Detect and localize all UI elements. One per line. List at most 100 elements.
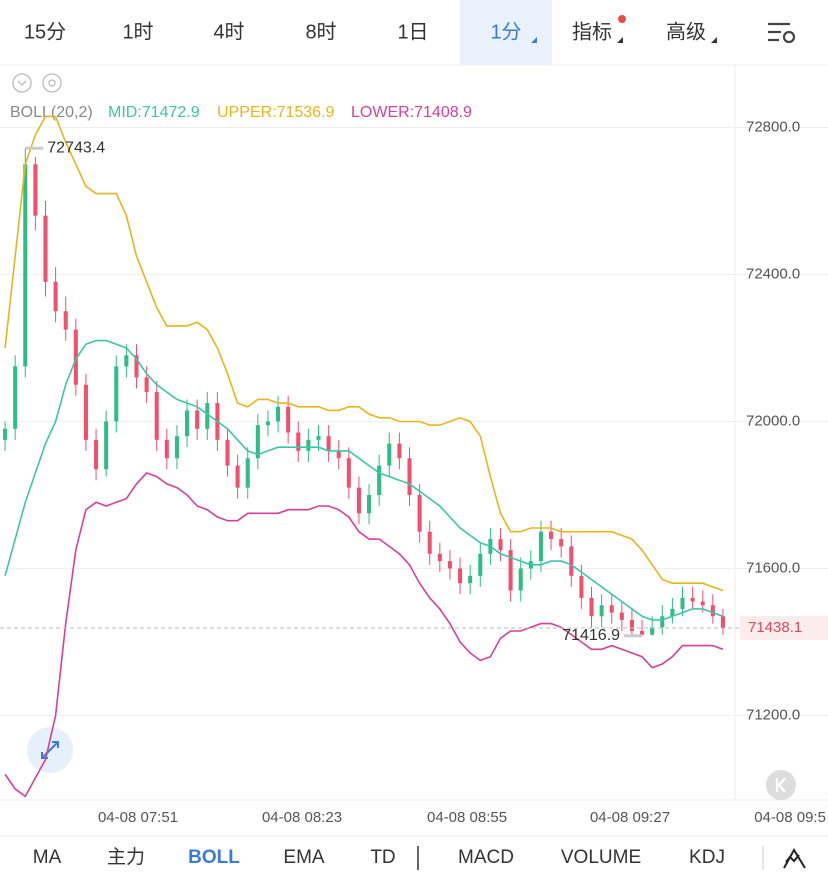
- candle-body: [124, 355, 129, 367]
- candle-body: [468, 575, 473, 584]
- y-tick-label: 72800.0: [746, 118, 800, 135]
- x-tick-label: 04-08 08:55: [427, 809, 507, 826]
- candle-body: [63, 311, 68, 330]
- candle-body: [377, 465, 382, 495]
- expand-button[interactable]: [27, 727, 73, 773]
- y-tick-label: 71200.0: [746, 706, 800, 723]
- top-tab[interactable]: 1时: [122, 20, 153, 43]
- x-tick-label: 04-08 09:27: [590, 809, 670, 826]
- candle-body: [23, 164, 28, 367]
- candle-body: [640, 630, 645, 635]
- candle-body: [73, 329, 78, 385]
- candle-body: [427, 531, 432, 554]
- candle-body: [336, 450, 341, 459]
- candle-body: [680, 597, 685, 609]
- candle-body: [700, 601, 705, 606]
- candle-body: [195, 410, 200, 429]
- x-tick-label: 04-08 09:5: [754, 809, 826, 826]
- candle-body: [296, 432, 301, 451]
- indicator-tab[interactable]: KDJ: [689, 847, 725, 868]
- candle-body: [255, 425, 260, 459]
- candle-body: [235, 465, 240, 488]
- candle-body: [43, 215, 48, 282]
- candle-body: [104, 421, 109, 470]
- y-tick-label: 72400.0: [746, 265, 800, 282]
- chart-tools[interactable]: [12, 73, 62, 93]
- settings-icon[interactable]: [768, 22, 796, 44]
- indicator-tab[interactable]: TD: [370, 847, 395, 868]
- last-price-label: 71438.1: [748, 619, 802, 636]
- candle-body: [690, 597, 695, 602]
- candle-body: [174, 436, 179, 459]
- indicator-tab[interactable]: MA: [33, 847, 62, 868]
- top-tab[interactable]: 15分: [24, 20, 66, 43]
- candle-body: [326, 436, 331, 451]
- dropdown-arrow: [711, 37, 717, 43]
- legend-upper: UPPER:71536.9: [217, 104, 335, 121]
- candle-body: [720, 616, 725, 628]
- indicator-tab[interactable]: 主力: [107, 846, 145, 868]
- draw-tool-icon[interactable]: [783, 848, 806, 869]
- candle-body: [134, 355, 139, 378]
- top-tab[interactable]: 8时: [305, 20, 336, 43]
- candle-body: [407, 458, 412, 495]
- candle-body: [579, 575, 584, 598]
- top-tab[interactable]: 4时: [213, 20, 244, 43]
- candle-body: [185, 410, 190, 437]
- top-tab[interactable]: 1分: [490, 20, 521, 43]
- candle-body: [437, 553, 442, 562]
- candle-body: [225, 439, 230, 466]
- candle-body: [447, 561, 452, 569]
- y-tick-label: 71600.0: [746, 559, 800, 576]
- top-tab[interactable]: 高级: [666, 20, 706, 43]
- candle-body: [367, 494, 372, 514]
- legend-title: BOLL(20,2): [10, 104, 93, 121]
- notification-dot: [618, 15, 626, 23]
- candle-body: [13, 366, 18, 429]
- candle-body: [286, 406, 291, 433]
- candle-body: [114, 366, 119, 422]
- legend-mid: MID:71472.9: [108, 104, 200, 121]
- candle-body: [599, 605, 604, 617]
- candle-body: [3, 428, 8, 440]
- candle-body: [417, 494, 422, 532]
- candle-body: [609, 605, 614, 613]
- y-tick-label: 72000.0: [746, 412, 800, 429]
- min-label: 71416.9: [562, 627, 620, 644]
- scroll-latest-button[interactable]: [766, 770, 796, 800]
- top-tab[interactable]: 1日: [397, 21, 428, 43]
- candle-body: [276, 406, 281, 422]
- band-line: [4, 115, 724, 592]
- dropdown-arrow: [531, 37, 537, 43]
- candle-body: [265, 421, 270, 426]
- candle-body: [306, 439, 311, 451]
- candle-body: [346, 458, 351, 488]
- candle-body: [316, 436, 321, 440]
- max-label: 72743.4: [47, 139, 105, 156]
- indicator-tab[interactable]: BOLL: [188, 847, 240, 868]
- candle-body: [498, 539, 503, 551]
- candle-body: [94, 439, 99, 470]
- indicator-tab[interactable]: EMA: [283, 847, 325, 868]
- candle-body: [164, 439, 169, 459]
- candle-body: [549, 531, 554, 540]
- candle-body: [356, 487, 361, 514]
- indicator-tab[interactable]: MACD: [458, 847, 514, 868]
- top-tab[interactable]: 指标: [572, 20, 612, 43]
- candle-body: [397, 443, 402, 459]
- candle-body: [670, 608, 675, 617]
- candle-body: [53, 281, 58, 312]
- candle-body: [650, 627, 655, 635]
- candle-body: [660, 616, 665, 628]
- candle-body: [589, 597, 594, 617]
- candle-body: [559, 539, 564, 547]
- candle-body: [387, 443, 392, 466]
- indicator-tab[interactable]: VOLUME: [561, 847, 641, 868]
- candle-body: [245, 458, 250, 488]
- candle-body: [478, 553, 483, 576]
- candle-body: [629, 619, 634, 631]
- x-tick-label: 04-08 08:23: [262, 809, 342, 826]
- candle-body: [33, 164, 38, 216]
